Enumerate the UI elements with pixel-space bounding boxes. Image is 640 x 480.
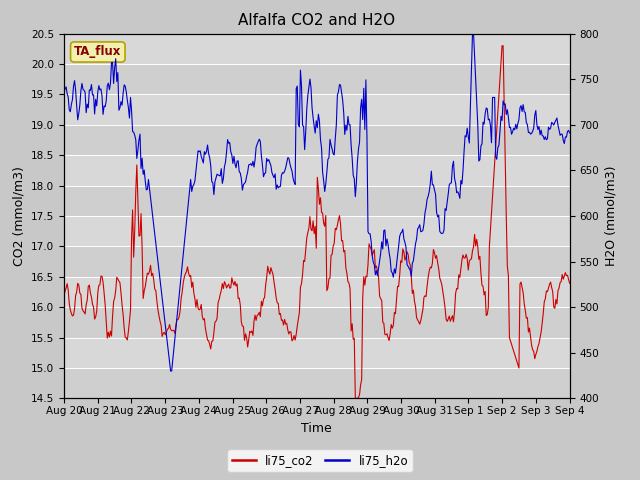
Bar <box>64 64 570 95</box>
li75_co2 <box>566 280 573 286</box>
Text: TA_flux: TA_flux <box>74 46 122 59</box>
Bar <box>64 307 570 337</box>
li75_co2 <box>343 271 351 276</box>
li75_h2o <box>275 185 282 191</box>
Bar <box>64 368 570 398</box>
li75_h2o <box>433 210 440 216</box>
li75_co2 <box>522 307 529 313</box>
li75_h2o <box>566 130 573 136</box>
X-axis label: Time: Time <box>301 421 332 434</box>
li75_co2 <box>351 396 359 401</box>
Bar <box>64 125 570 155</box>
Bar <box>64 246 570 277</box>
li75_h2o <box>167 368 175 374</box>
Title: Alfalfa CO2 and H2O: Alfalfa CO2 and H2O <box>238 13 396 28</box>
li75_h2o <box>60 89 68 95</box>
li75_h2o <box>468 31 476 36</box>
Y-axis label: H2O (mmol/m3): H2O (mmol/m3) <box>605 166 618 266</box>
Line: li75_co2: li75_co2 <box>64 46 570 398</box>
li75_co2 <box>369 252 376 258</box>
Bar <box>64 186 570 216</box>
li75_h2o <box>522 109 529 115</box>
li75_h2o <box>218 180 226 186</box>
li75_co2 <box>433 253 440 259</box>
li75_co2 <box>60 294 68 300</box>
li75_h2o <box>369 253 376 259</box>
li75_h2o <box>344 113 352 119</box>
Y-axis label: CO2 (mmol/m3): CO2 (mmol/m3) <box>12 166 26 266</box>
Legend: li75_co2, li75_h2o: li75_co2, li75_h2o <box>227 449 413 472</box>
Line: li75_h2o: li75_h2o <box>64 34 570 371</box>
li75_co2 <box>273 300 281 306</box>
li75_co2 <box>498 43 506 48</box>
li75_co2 <box>218 288 225 293</box>
